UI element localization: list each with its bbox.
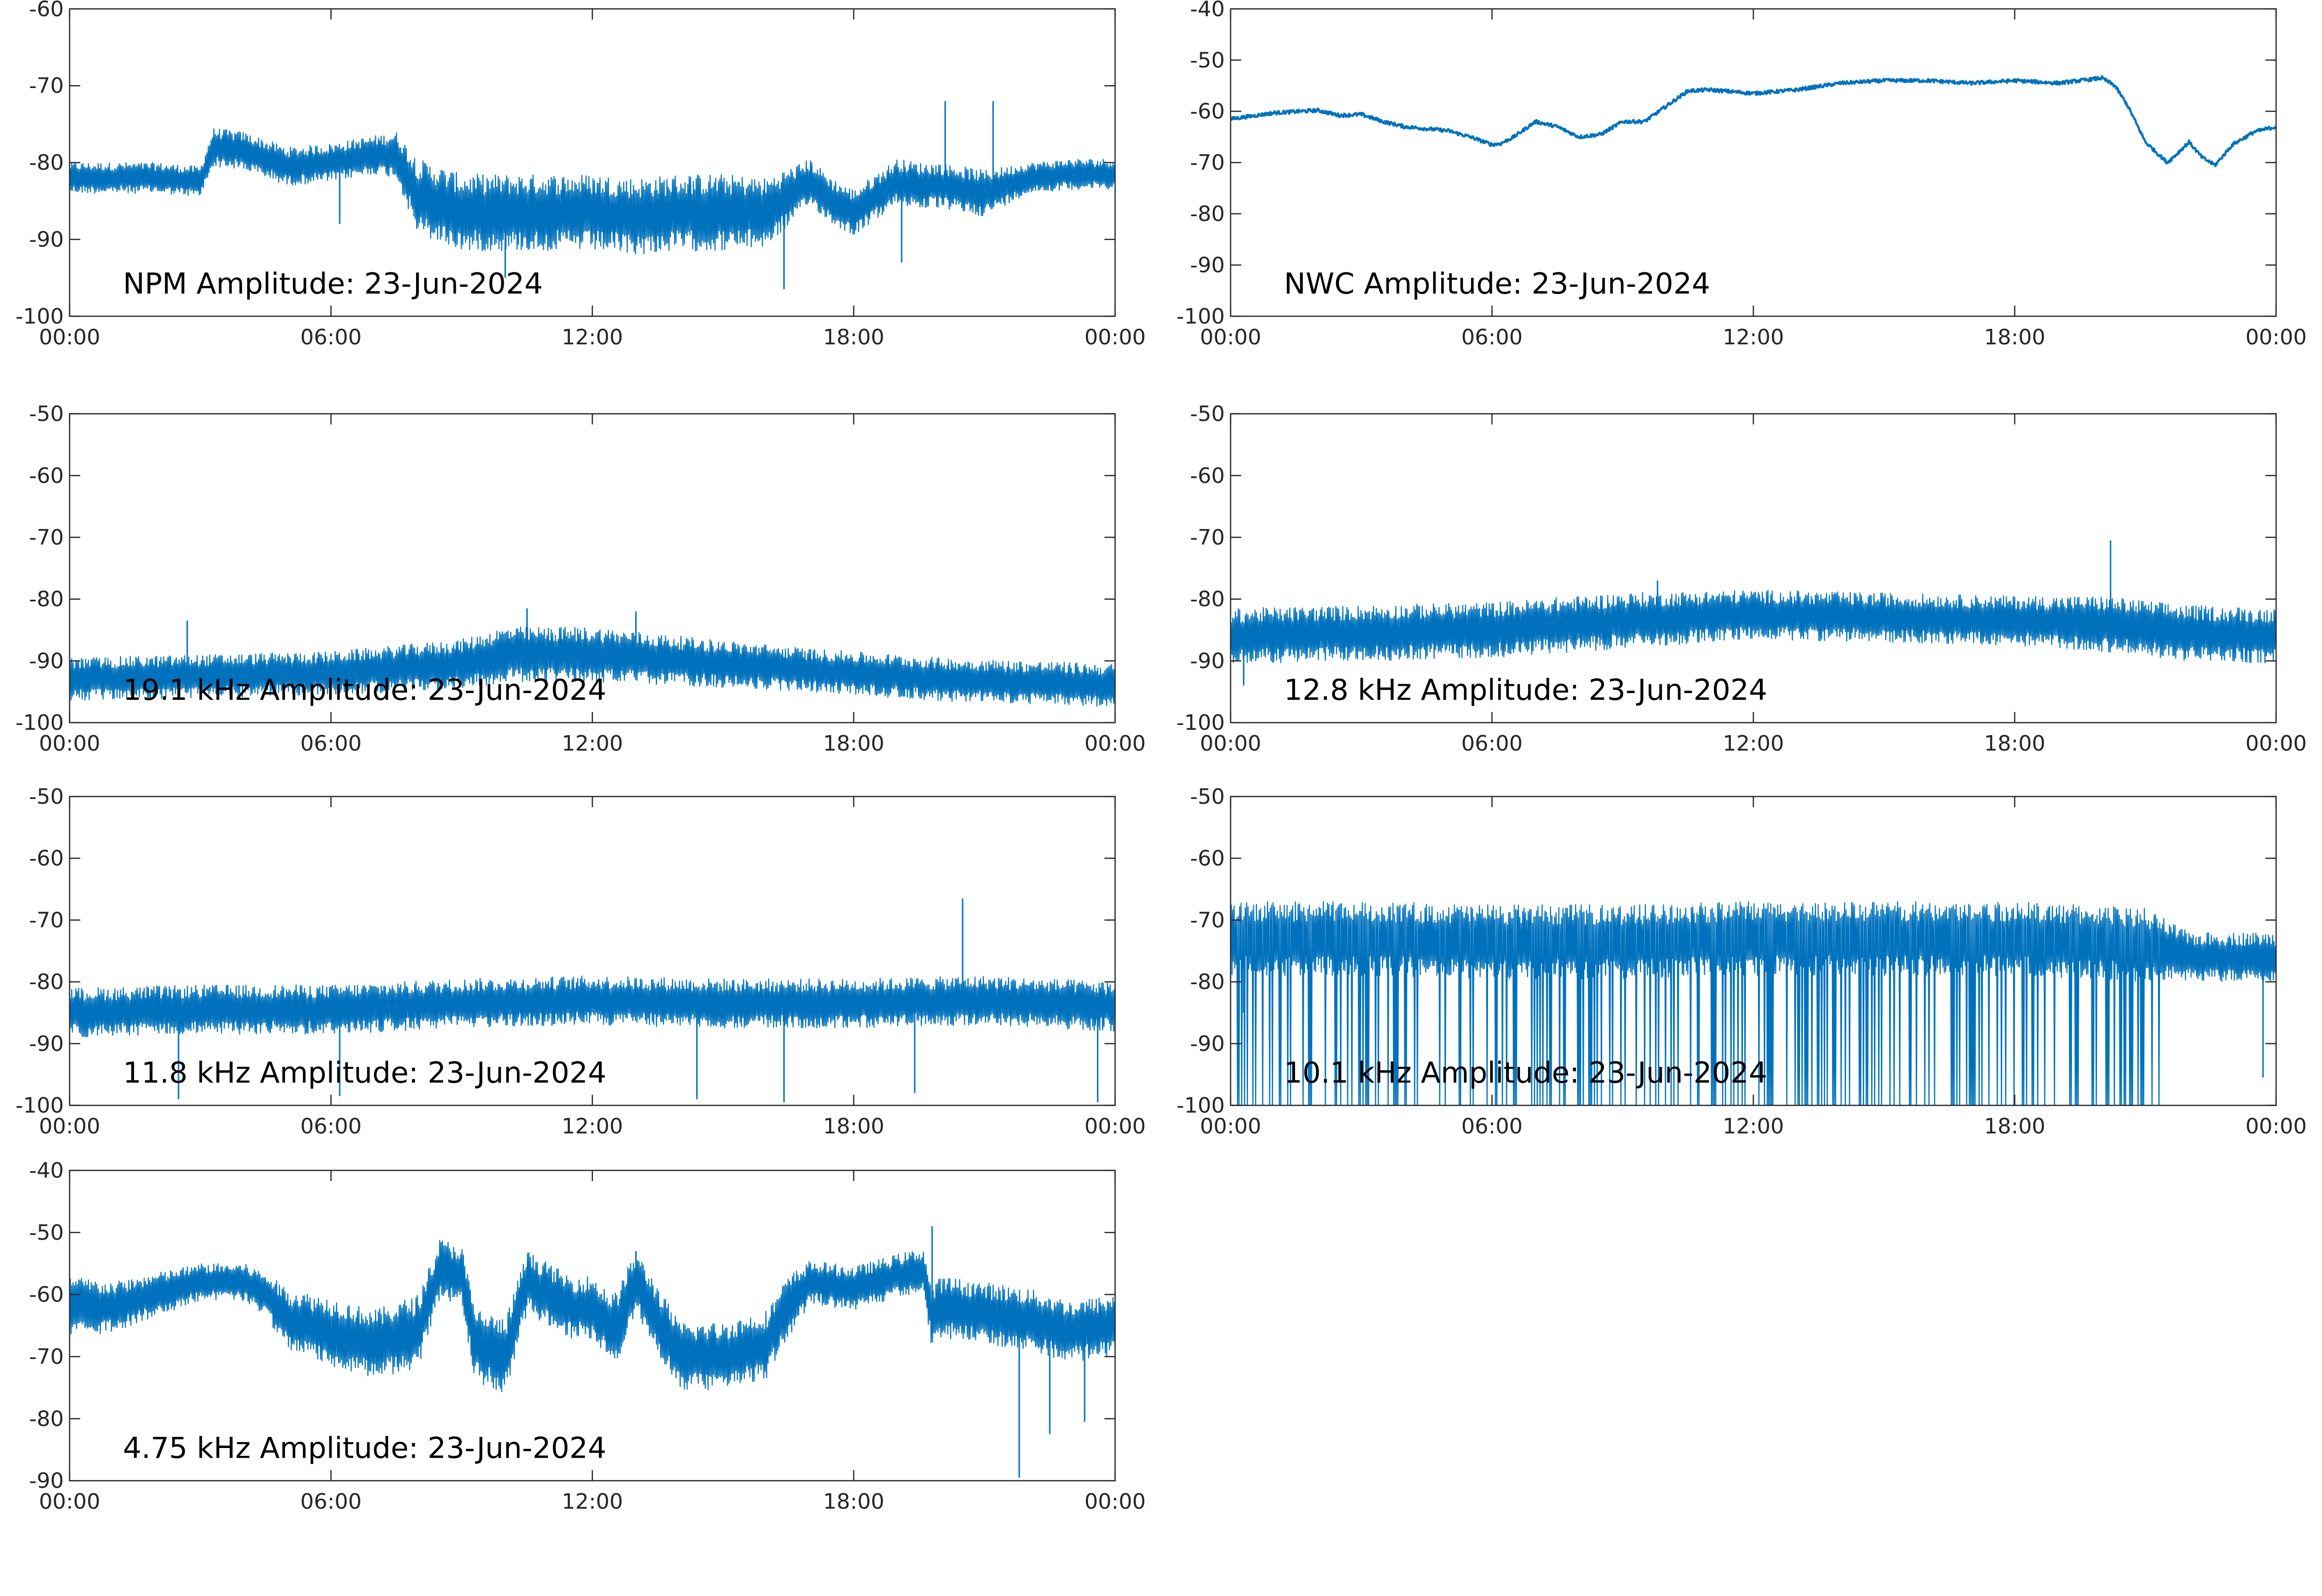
y-tick-label: -60 [29, 0, 64, 21]
y-tick-label: -80 [29, 587, 64, 612]
x-tick-label: 12:00 [1723, 325, 1784, 350]
x-tick-label: 12:00 [1723, 731, 1784, 756]
chart-panel-2: 00:00 06:00 12:00 18:00 00:00 -40 -50 -60 -70 -80… [1176, 0, 2307, 350]
y-tick-label: -90 [29, 227, 64, 252]
y-tick-label: -60 [29, 463, 64, 488]
x-tick-label: 18:00 [1984, 731, 2045, 756]
panel-title: 11.8 kHz Amplitude: 23-Jun-2024 [123, 1056, 606, 1090]
x-tick-label: 06:00 [1461, 1114, 1523, 1139]
y-tick-label: -50 [1190, 402, 1225, 427]
y-tick-label: -100 [15, 304, 64, 329]
y-tick-label: -60 [29, 846, 64, 871]
x-tick-label: 12:00 [1723, 1114, 1784, 1139]
x-tick-label: 00:00 [1200, 1114, 1261, 1139]
y-tick-label: -90 [29, 649, 64, 673]
y-tick-label: -50 [29, 784, 64, 809]
y-tick-label: -100 [15, 710, 64, 735]
y-tick-label: -70 [1190, 150, 1225, 175]
x-tick-label: 00:00 [39, 731, 100, 756]
x-tick-label: 06:00 [300, 1114, 362, 1139]
chart-panel-5: 00:00 06:00 12:00 18:00 00:00 -50 -60 -70 -80 -90… [15, 784, 1146, 1139]
panel-title: 12.8 kHz Amplitude: 23-Jun-2024 [1284, 673, 1767, 707]
y-tick-label: -80 [1190, 970, 1225, 994]
x-tick-label: 18:00 [823, 731, 884, 756]
y-tick-label: -70 [29, 908, 64, 932]
y-tick-label: -70 [1190, 908, 1225, 932]
y-tick-label: -60 [1190, 463, 1225, 488]
y-tick-label: -70 [1190, 525, 1225, 550]
y-tick-label: -90 [1190, 253, 1225, 278]
x-tick-label: 00:00 [1200, 731, 1261, 756]
panel-title: 19.1 kHz Amplitude: 23-Jun-2024 [123, 673, 606, 707]
y-tick-label: -70 [29, 74, 64, 98]
x-tick-label: 12:00 [562, 731, 623, 756]
x-tick-label: 00:00 [39, 1114, 100, 1139]
x-tick-label: 00:00 [2246, 731, 2307, 756]
chart-panel-3: 00:00 06:00 12:00 18:00 00:00 -50 -60 -70 -80 -90… [15, 402, 1146, 756]
y-tick-label: -90 [29, 1469, 64, 1493]
y-tick-label: -80 [29, 970, 64, 994]
y-tick-label: -100 [1176, 1094, 1225, 1118]
x-tick-label: 18:00 [823, 1114, 884, 1139]
y-tick-label: -80 [1190, 587, 1225, 612]
series-line [1230, 75, 2277, 167]
y-tick-label: -70 [29, 1345, 64, 1369]
x-tick-label: 18:00 [823, 1490, 884, 1514]
y-tick-label: -50 [29, 1220, 64, 1245]
x-tick-label: 12:00 [562, 1490, 623, 1514]
x-tick-label: 12:00 [562, 325, 623, 350]
series-line [69, 626, 1116, 707]
y-tick-label: -100 [1176, 304, 1225, 329]
y-tick-label: -50 [29, 402, 64, 427]
y-tick-label: -60 [29, 1283, 64, 1307]
x-tick-label: 00:00 [1085, 1114, 1146, 1139]
series-line [69, 128, 1116, 254]
x-tick-label: 00:00 [39, 325, 100, 350]
y-tick-label: -90 [29, 1032, 64, 1056]
series-line [69, 1240, 1116, 1392]
x-tick-label: 18:00 [1984, 1114, 2045, 1139]
x-tick-label: 12:00 [562, 1114, 623, 1139]
panel-title: 10.1 kHz Amplitude: 23-Jun-2024 [1284, 1056, 1767, 1090]
x-tick-label: 06:00 [300, 1490, 362, 1514]
y-tick-label: -60 [1190, 99, 1225, 124]
x-tick-label: 06:00 [1461, 731, 1523, 756]
chart-panel-6: 00:00 06:00 12:00 18:00 00:00 -50 -60 -70 -80 -90… [1176, 784, 2307, 1139]
y-tick-label: -40 [1190, 0, 1225, 21]
y-tick-label: -70 [29, 525, 64, 550]
series-line [69, 975, 1116, 1038]
series-line [1230, 590, 2277, 664]
y-tick-label: -100 [15, 1094, 64, 1118]
panel-title: NWC Amplitude: 23-Jun-2024 [1284, 267, 1710, 301]
x-tick-label: 18:00 [1984, 325, 2045, 350]
x-tick-label: 00:00 [1085, 325, 1146, 350]
y-tick-label: -50 [1190, 784, 1225, 809]
x-tick-label: 00:00 [39, 1490, 100, 1514]
x-tick-label: 00:00 [2246, 1114, 2307, 1139]
x-tick-label: 00:00 [2246, 325, 2307, 350]
x-tick-label: 00:00 [1085, 1490, 1146, 1514]
y-tick-label: -90 [1190, 649, 1225, 673]
panel-title: NPM Amplitude: 23-Jun-2024 [123, 267, 543, 301]
y-tick-label: -80 [1190, 202, 1225, 226]
y-tick-label: -60 [1190, 846, 1225, 871]
x-tick-label: 06:00 [300, 731, 362, 756]
chart-panel-7: 00:00 06:00 12:00 18:00 00:00 -40 -50 -60 -70 -80… [29, 1158, 1146, 1514]
panel-title: 4.75 kHz Amplitude: 23-Jun-2024 [123, 1432, 606, 1465]
y-tick-label: -40 [29, 1158, 64, 1183]
y-tick-label: -50 [1190, 48, 1225, 73]
chart-panel-1: 00:00 06:00 12:00 18:00 00:00 -60 -70 -80 -90 -10… [15, 0, 1146, 350]
x-tick-label: 18:00 [823, 325, 884, 350]
y-tick-label: -80 [29, 1406, 64, 1431]
y-tick-label: -90 [1190, 1032, 1225, 1056]
y-tick-label: -80 [29, 150, 64, 175]
x-tick-label: 06:00 [1461, 325, 1523, 350]
y-tick-label: -100 [1176, 710, 1225, 735]
x-tick-label: 00:00 [1200, 325, 1261, 350]
chart-panel-4: 00:00 06:00 12:00 18:00 00:00 -50 -60 -70 -80 -90… [1176, 402, 2307, 756]
x-tick-label: 06:00 [300, 325, 362, 350]
series-line [1230, 901, 2277, 1106]
x-tick-label: 00:00 [1085, 731, 1146, 756]
